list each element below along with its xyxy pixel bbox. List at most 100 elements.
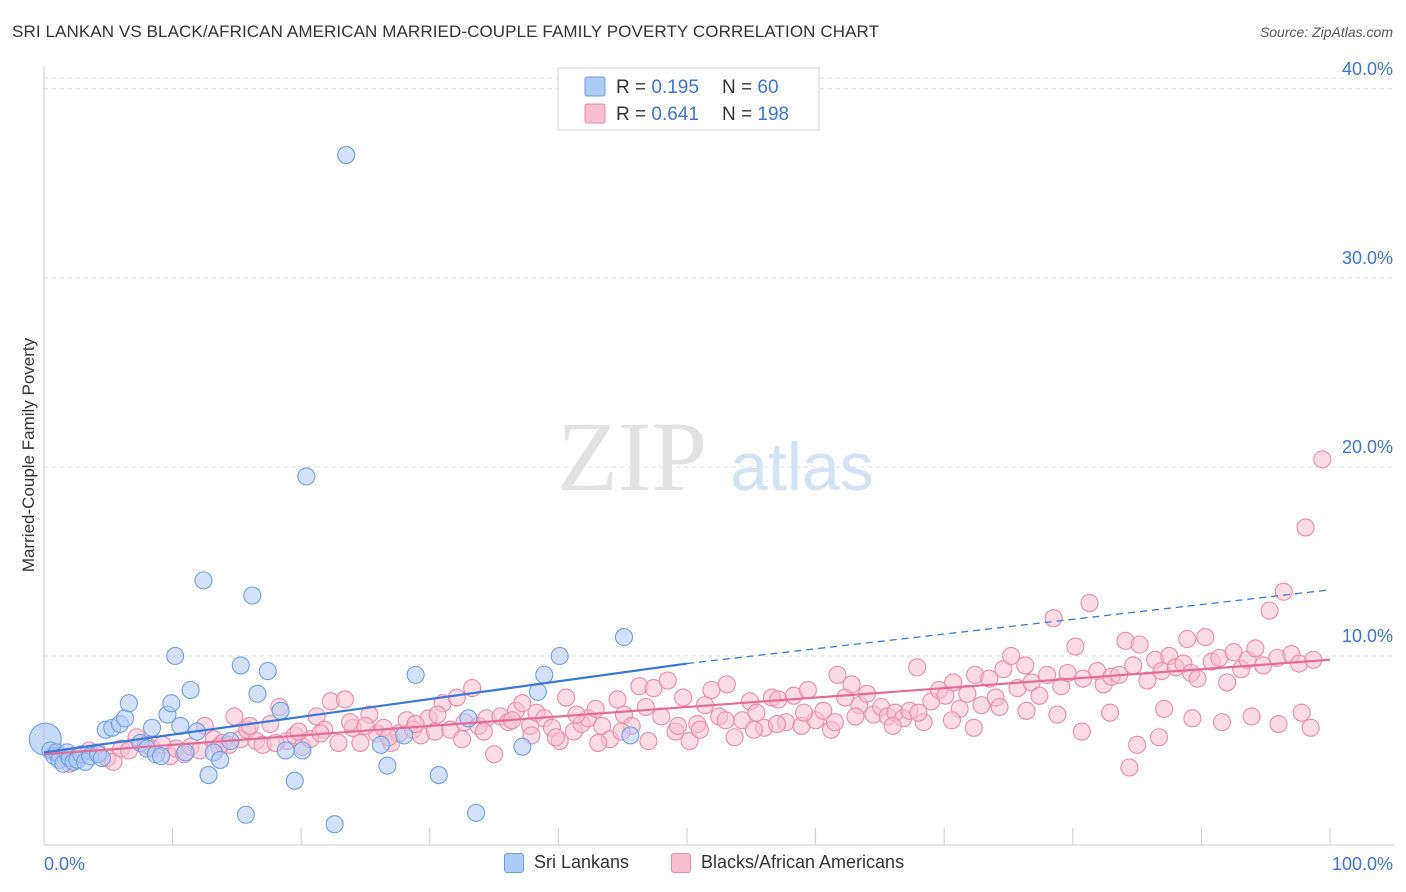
data-point-black-african-american	[814, 701, 833, 720]
stats-legend: R = 0.195 N = 60 R = 0.641 N = 198	[557, 67, 820, 131]
data-point-black-african-american	[1313, 450, 1332, 469]
data-point-black-african-american	[1196, 628, 1215, 647]
zipatlas-watermark: ZIP atlas	[557, 401, 874, 512]
y-tick-label: 10.0%	[1342, 626, 1393, 646]
data-point-black-african-american	[702, 680, 721, 700]
data-point-black-african-american	[1296, 518, 1315, 537]
data-point-black-african-american	[1269, 714, 1288, 734]
source-label: Source: ZipAtlas.com	[1259, 24, 1393, 40]
data-point-black-african-american	[1183, 709, 1202, 728]
data-point-sri-lankan	[550, 646, 569, 666]
grid-lines	[44, 77, 1394, 657]
data-point-black-african-american	[825, 713, 844, 732]
data-point-sri-lankan	[166, 646, 185, 666]
y-tick-label: 30.0%	[1342, 248, 1393, 268]
stats-legend-swatch-pink	[584, 103, 606, 124]
data-point-black-african-american	[1292, 703, 1311, 722]
data-point-black-african-american	[485, 745, 504, 764]
data-point-black-african-american	[972, 696, 991, 715]
stats-row-1: R = 0.195	[616, 77, 699, 98]
x-tick-label: 0.0%	[44, 854, 85, 874]
data-point-sri-lankan	[236, 805, 255, 824]
data-point-black-african-american	[644, 679, 663, 698]
data-point-black-african-american	[1072, 722, 1091, 741]
data-point-black-african-american	[1138, 671, 1157, 690]
data-point-sri-lankan	[513, 737, 532, 756]
data-point-black-african-american	[909, 703, 928, 722]
series-legend: Sri Lankans Blacks/African Americans	[0, 852, 1406, 878]
data-point-black-african-american	[1066, 637, 1085, 656]
data-point-black-african-american	[990, 697, 1009, 717]
data-point-black-african-american	[717, 675, 736, 694]
data-point-black-african-american	[1002, 646, 1021, 666]
data-point-black-african-american	[994, 660, 1013, 679]
stats-r-value: 0.641	[651, 104, 699, 125]
data-point-black-african-american	[668, 716, 688, 735]
data-point-black-african-american	[1149, 728, 1169, 747]
data-point-black-african-american	[1274, 582, 1293, 601]
data-point-black-african-american	[225, 707, 244, 726]
data-point-black-african-american	[980, 669, 999, 688]
data-point-sri-lankan	[211, 750, 230, 769]
legend-item-blacks-african-americans: Blacks/African Americans	[671, 852, 904, 873]
data-point-black-african-american	[716, 711, 735, 730]
data-point-sri-lankan	[142, 718, 162, 737]
data-point-black-african-american	[964, 718, 983, 737]
axes: 10.0% 20.0% 30.0% 40.0% 0.0% 100.0%	[43, 59, 1394, 874]
stats-row-2: R = 0.641	[616, 104, 699, 125]
data-point-black-african-american	[546, 728, 565, 747]
data-point-black-african-american	[1048, 705, 1067, 724]
data-point-black-african-american	[608, 690, 627, 709]
legend-swatch-pink	[671, 852, 691, 873]
data-point-sri-lankan	[248, 684, 267, 703]
legend-label-blacks-african-americans: Blacks/African Americans	[701, 852, 905, 872]
data-point-black-african-american	[240, 716, 259, 735]
data-point-black-african-american	[513, 694, 532, 713]
data-point-black-african-american	[1178, 629, 1197, 649]
stats-row-1-n: N = 60	[722, 77, 779, 98]
data-point-sri-lankan	[293, 741, 312, 760]
data-point-sri-lankan	[92, 748, 111, 768]
data-point-sri-lankan	[258, 662, 277, 681]
stats-n-label: N =	[722, 77, 757, 98]
data-point-black-african-american	[725, 728, 744, 747]
trend-line-sri-lankans	[43, 662, 688, 754]
data-point-sri-lankan	[614, 628, 634, 647]
data-point-black-african-american	[636, 697, 655, 717]
data-point-black-african-american	[1301, 718, 1320, 737]
data-point-black-african-american	[828, 665, 847, 684]
data-point-black-african-american	[690, 720, 709, 739]
stats-r-value: 0.195	[651, 77, 699, 98]
data-point-black-african-american	[1155, 699, 1174, 718]
data-point-sri-lankan	[176, 743, 195, 762]
data-point-black-african-american	[1101, 703, 1120, 722]
data-point-sri-lankan	[194, 571, 213, 590]
data-point-sri-lankan	[162, 694, 181, 713]
data-point-sri-lankan	[325, 815, 344, 834]
data-point-black-african-american	[1044, 609, 1063, 628]
watermark-atlas: atlas	[730, 429, 874, 505]
data-point-black-african-american	[452, 730, 472, 749]
data-point-sri-lankan	[119, 694, 138, 713]
data-point-sri-lankan	[337, 146, 356, 165]
data-point-sri-lankan	[406, 665, 425, 684]
stats-n-value: 60	[757, 77, 778, 98]
data-point-black-african-american	[341, 713, 360, 732]
data-point-black-african-american	[593, 716, 612, 735]
data-point-sri-lankan	[276, 741, 295, 760]
data-point-black-african-american	[798, 680, 817, 700]
stats-n-label: N =	[722, 104, 757, 125]
data-point-sri-lankan	[231, 656, 250, 675]
data-point-black-african-american	[1218, 673, 1237, 692]
data-point-black-african-american	[1260, 601, 1279, 620]
y-tick-label: 20.0%	[1342, 437, 1393, 457]
x-tick-label: 100.0%	[1332, 854, 1393, 874]
data-point-black-african-american	[1016, 656, 1035, 675]
data-point-black-african-american	[767, 714, 787, 734]
data-point-sri-lankan	[371, 735, 390, 754]
data-point-black-african-american	[1120, 758, 1139, 777]
stats-legend-swatch-blue	[584, 76, 606, 97]
data-point-black-african-american	[639, 731, 658, 751]
stats-row-2-n: N = 198	[722, 104, 789, 125]
legend-label-sri-lankans: Sri Lankans	[534, 852, 630, 872]
